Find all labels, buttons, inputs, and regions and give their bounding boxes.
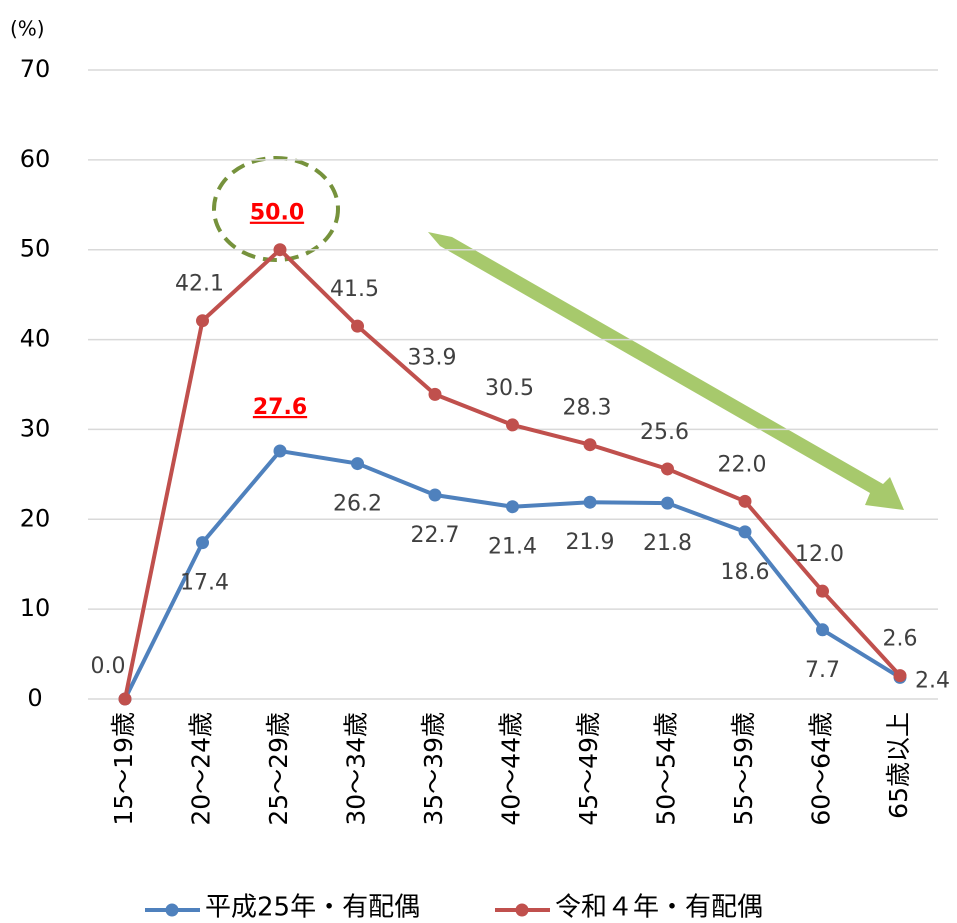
x-tick-label: 30～34歳 [342,712,371,826]
legend-label: 令和４年・有配偶 [555,893,763,923]
data-point [428,387,442,401]
data-point [738,525,752,539]
data-label: 0.0 [91,654,126,679]
data-label: 21.8 [643,531,692,556]
data-point [273,243,287,257]
data-label: 22.0 [718,452,767,477]
x-tick-label: 55～59歳 [729,712,758,826]
data-point [351,319,364,333]
data-label: 2.4 [915,668,950,693]
data-point [583,495,597,509]
y-tick-label: 50 [20,235,51,263]
y-tick-label: 60 [20,145,51,173]
series-line [123,246,902,700]
data-point [583,438,597,452]
data-label: 7.7 [805,658,840,683]
highlight-circle [212,156,340,262]
data-label: 26.2 [333,492,382,517]
x-tick-label: 65歳以上 [884,712,913,819]
y-tick-label: 20 [20,504,51,532]
data-point [661,496,674,510]
data-label: 22.7 [411,523,460,548]
data-label: 41.5 [330,277,379,302]
data-point [273,444,287,458]
x-tick-label: 40～44歳 [497,712,526,826]
data-point [506,500,519,514]
legend-marker [165,903,179,917]
data-label: 12.0 [795,542,844,567]
data-label: 2.6 [883,627,918,652]
data-label: 25.6 [640,420,689,445]
trend-arrow [428,232,904,510]
data-point [738,494,752,508]
data-point [196,314,209,328]
data-label: 42.1 [175,272,224,297]
data-label: 28.3 [563,396,612,421]
data-point [351,457,364,471]
legend-marker [515,903,529,917]
data-label: 21.4 [488,535,537,560]
data-label: 33.9 [408,345,457,370]
x-tick-label: 50～54歳 [652,712,681,826]
data-label: 18.6 [721,560,770,585]
data-point [428,488,442,502]
data-point [196,536,209,550]
data-label: 50.0 [250,201,304,226]
series-line [123,448,902,700]
y-tick-label: 10 [20,594,51,622]
x-tick-label: 35～39歳 [419,712,448,826]
x-tick-label: 20～24歳 [187,712,216,826]
data-point [816,623,829,637]
data-point [506,418,519,432]
y-tick-label: 70 [20,55,51,83]
data-label: 17.4 [180,571,229,596]
x-tick-label: 60～64歳 [807,712,836,826]
x-tick-label: 15～19歳 [109,712,138,826]
data-label: 21.9 [566,530,615,555]
data-label: 30.5 [485,376,534,401]
data-point [661,462,674,476]
data-point [816,584,829,598]
x-tick-label: 25～29歳 [264,712,293,826]
y-tick-label: 40 [20,325,51,353]
y-axis-label: (%) [10,17,45,41]
data-label: 27.6 [253,395,307,420]
data-point [118,692,132,706]
y-tick-label: 0 [27,684,42,712]
legend-label: 平成25年・有配偶 [205,893,420,923]
x-tick-label: 45～49歳 [574,712,603,826]
y-tick-label: 30 [20,414,51,442]
data-point [893,669,907,683]
